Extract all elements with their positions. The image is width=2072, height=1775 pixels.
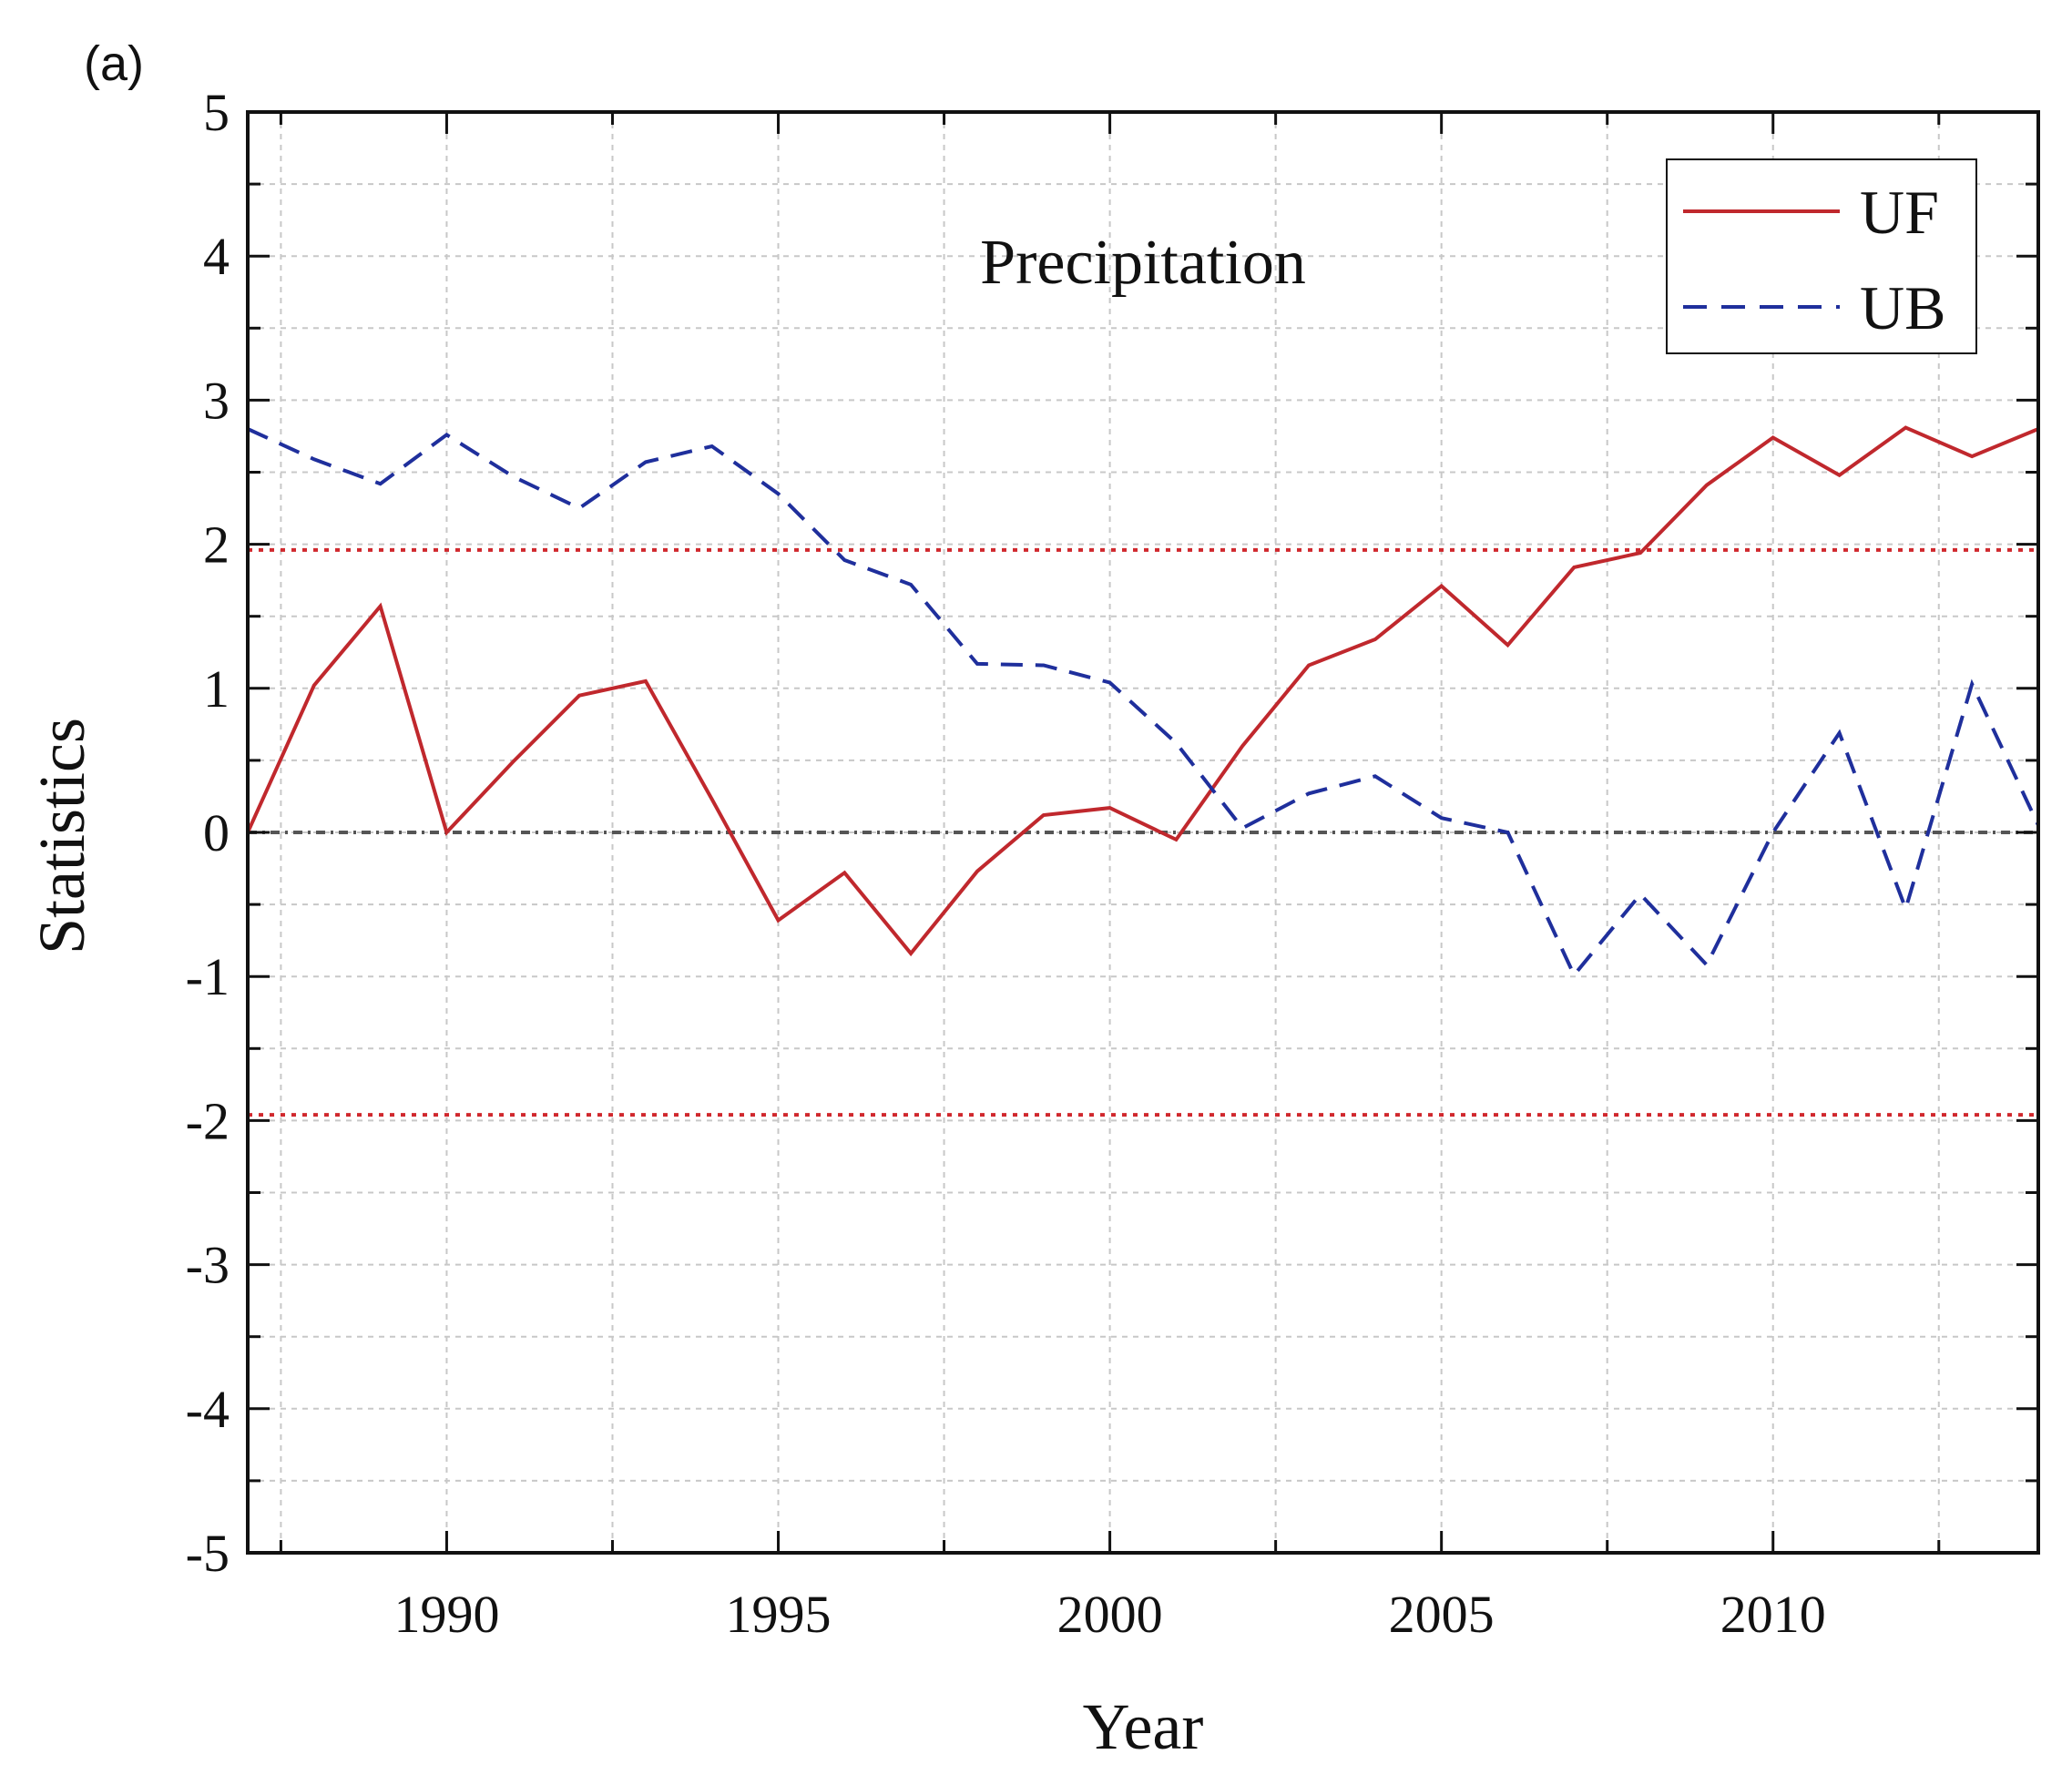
legend: UF UB <box>1666 158 1977 354</box>
series-line-ub <box>247 427 2040 979</box>
x-axis-label: Year <box>1083 1690 1204 1763</box>
y-tick-label: 2 <box>203 515 230 575</box>
y-tick-label: -4 <box>186 1380 230 1439</box>
chart-title: Precipitation <box>980 228 1306 298</box>
tick-labels: 1990 1995 2000 2005 2010 -5 -4 -3 -2 -1 0 1 2 3 4 5 <box>186 83 1826 1644</box>
legend-box <box>1666 158 1977 354</box>
series-line-uf <box>246 425 2039 957</box>
y-tick-label: 4 <box>203 227 230 286</box>
y-tick-label: 3 <box>203 371 230 430</box>
y-tick-label: 1 <box>203 659 230 719</box>
y-tick-label: -2 <box>186 1091 230 1150</box>
y-axis-label: Statistics <box>26 718 98 954</box>
axis-ticks <box>248 110 2038 1555</box>
x-tick-label: 2010 <box>1720 1585 1826 1644</box>
x-tick-label: 1995 <box>726 1585 832 1644</box>
x-tick-label: 1990 <box>393 1585 499 1644</box>
y-tick-label: -5 <box>186 1524 230 1583</box>
x-tick-label: 2005 <box>1389 1585 1495 1644</box>
y-tick-label: 0 <box>203 803 230 862</box>
y-tick-label: -3 <box>186 1236 230 1295</box>
x-tick-label: 2000 <box>1057 1585 1163 1644</box>
y-tick-label: -1 <box>186 947 230 1006</box>
y-tick-label: 5 <box>203 83 230 142</box>
panel-label: (a) <box>84 36 144 91</box>
reference-lines <box>248 547 2038 1117</box>
series <box>246 425 2040 979</box>
legend-ub-label: UB <box>1860 273 1945 342</box>
legend-uf-label: UF <box>1860 178 1939 247</box>
